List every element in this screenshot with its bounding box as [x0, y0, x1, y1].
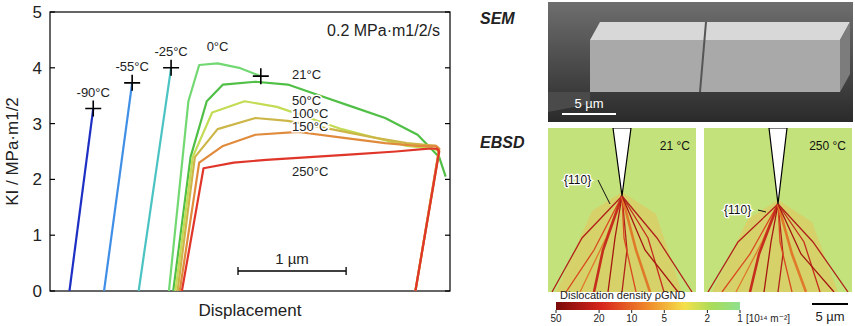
ebsd-slip-line [594, 196, 622, 292]
y-tick-right [445, 290, 450, 291]
sem-scale-label: 5 µm [574, 96, 603, 111]
curve [178, 118, 440, 291]
fracture-marker [163, 60, 179, 76]
colorbar-tick-label: 5 [662, 313, 668, 324]
series-label: 0°C [207, 39, 229, 54]
annotation: 0.2 MPa·m1/2/s [327, 22, 440, 39]
y-tick-label: 4 [33, 59, 42, 78]
x-axis-label: Displacement [199, 301, 302, 320]
y-tick-label: 5 [33, 3, 42, 22]
ebsd-temperature: 21 °C [660, 139, 690, 153]
ebsd-map [704, 128, 852, 292]
sem-notch [700, 22, 706, 92]
y-tick-right [445, 67, 450, 68]
ebsd-slip-line [722, 204, 778, 292]
figure: 0 1 2 3 4 5 KI / MPa·m1/2 Displacement 0.2 MPa·m… [0, 0, 855, 326]
ebsd-slip-line [622, 196, 650, 292]
colorbar-tick-label: 2 [705, 313, 711, 324]
plot-frame [50, 12, 450, 291]
ebsd-slip-line [764, 204, 778, 292]
y-tick [50, 67, 55, 68]
y-tick-right [445, 179, 450, 180]
y-tick-label: 3 [33, 115, 42, 134]
series-label: 250°C [292, 164, 328, 179]
y-tick-right [445, 123, 450, 124]
ebsd-map [548, 128, 696, 292]
curves [69, 63, 445, 291]
ebsd-plane-label: {110} [564, 173, 591, 187]
sem-beam-top [590, 22, 850, 40]
ebsd-arrow [758, 210, 766, 212]
y-tick [50, 123, 55, 124]
y-tick [50, 290, 55, 291]
colorbar [556, 302, 740, 310]
ebsd-slip-line [552, 196, 622, 292]
curve [69, 109, 93, 291]
ebsd-slip-line [566, 196, 622, 292]
y-tick-label: 1 [33, 226, 42, 245]
ebsd-plastic-zone [556, 192, 682, 292]
sem-image [548, 2, 853, 122]
ebsd-slip-line [778, 204, 806, 292]
y-axis-label: KI / MPa·m1/2 [3, 97, 22, 206]
ebsd-plane-label: {110} [724, 203, 751, 217]
y-tick [50, 11, 55, 12]
scale-bar [238, 267, 346, 275]
ebsd-slip-line [580, 196, 622, 292]
ebsd-notch [613, 128, 631, 196]
colorbar-tick-label: 50 [550, 313, 562, 324]
ebsd-background [704, 128, 852, 292]
curve [182, 149, 439, 291]
y-tick [50, 235, 55, 236]
ebsd-slip-line [622, 196, 678, 292]
curve [175, 101, 439, 291]
y-tick-right [445, 11, 450, 12]
scale-bar-label: 1 µm [275, 250, 309, 267]
colorbar-tick-label: 20 [594, 313, 606, 324]
markers [85, 60, 269, 117]
ebsd-slip-line [608, 196, 622, 292]
series-label: 21°C [292, 67, 321, 82]
ebsd-arrow [598, 180, 610, 204]
sem-beam-front [590, 40, 840, 92]
colorbar-unit: [10¹⁴ m⁻²] [746, 313, 790, 324]
colorbar-tick-label: 10 [626, 313, 638, 324]
ebsd-notch [769, 128, 787, 204]
ebsd-slip-line [778, 204, 834, 292]
ebsd-temperature: 250 °C [809, 139, 846, 153]
series-label: -25°C [154, 44, 187, 59]
fracture-marker [124, 75, 140, 91]
curve [104, 83, 132, 291]
fracture-marker [253, 68, 269, 84]
curve [139, 68, 171, 291]
ebsd-slip-line [708, 204, 778, 292]
ebsd-label: EBSD [480, 134, 525, 151]
sem-beam-side [840, 22, 850, 92]
y-tick [50, 179, 55, 180]
y-tick-right [445, 235, 450, 236]
curve [173, 82, 445, 291]
ebsd-background [548, 128, 696, 292]
y-tick-label: 2 [33, 170, 42, 189]
ebsd-plastic-zone [712, 200, 838, 292]
series-label: 150°C [292, 119, 328, 134]
ebsd-scale-label: 5 µm [815, 309, 844, 324]
fracture-marker [85, 101, 101, 117]
series-label: -90°C [77, 85, 110, 100]
curve [180, 132, 439, 291]
y-tick-label: 0 [33, 282, 42, 301]
colorbar-label: Dislocation density ρGND [560, 289, 686, 301]
ebsd-slip-line [750, 204, 778, 292]
ebsd-scale-bar [812, 303, 848, 305]
sem-label: SEM [480, 10, 515, 27]
ebsd-slip-line [622, 196, 692, 292]
ebsd-slip-line [736, 204, 778, 292]
sem-scale-bar [562, 113, 616, 115]
ebsd-slip-line [778, 204, 848, 292]
colorbar-tick-label: 1 [737, 313, 743, 324]
series-label: -55°C [115, 59, 148, 74]
